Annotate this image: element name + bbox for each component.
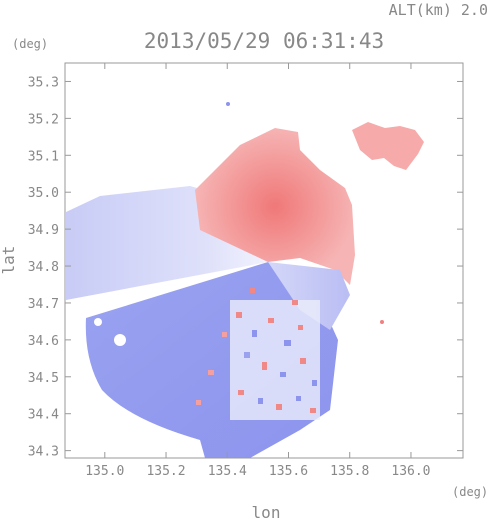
y-tick-label: 34.7 — [28, 297, 59, 312]
east-band — [268, 262, 350, 330]
velocity-field — [66, 102, 424, 458]
gap — [226, 102, 230, 106]
noise-speckles — [196, 288, 320, 420]
y-tick-label: 35.1 — [28, 149, 59, 164]
x-tick-label: 135.2 — [146, 464, 185, 479]
gap — [94, 318, 102, 326]
x-axis: 135.0 135.2 135.4 135.6 135.8 136.0 — [85, 63, 431, 479]
y-tick-label: 35.3 — [28, 75, 59, 90]
northeast-cluster — [352, 122, 424, 170]
plot-frame — [64, 62, 464, 459]
x-tick-label: 135.0 — [85, 464, 124, 479]
y-axis: 34.3 34.4 34.5 34.6 34.7 34.8 34.9 35.0 35.1 35.2… — [28, 75, 463, 460]
gap — [380, 320, 384, 324]
y-tick-label: 34.5 — [28, 371, 59, 386]
y-tick-label: 34.4 — [28, 408, 59, 423]
y-unit: (deg) — [12, 37, 48, 51]
x-unit: (deg) — [452, 485, 488, 499]
y-tick-label: 34.8 — [28, 260, 59, 275]
x-tick-label: 136.0 — [391, 464, 430, 479]
chart-title: 2013/05/29 06:31:43 — [144, 29, 384, 53]
y-tick-label: 34.3 — [28, 445, 59, 460]
x-axis-label: lon — [252, 503, 281, 521]
altitude-label: ALT(km) 2.0 — [389, 1, 488, 19]
y-axis-label: lat — [0, 246, 18, 275]
positive-velocity-region — [195, 128, 355, 285]
gap — [114, 334, 126, 346]
x-tick-label: 135.6 — [269, 464, 308, 479]
y-tick-label: 34.6 — [28, 334, 59, 349]
y-tick-label: 35.2 — [28, 112, 59, 127]
x-tick-label: 135.4 — [208, 464, 247, 479]
x-tick-label: 135.8 — [330, 464, 369, 479]
y-tick-label: 35.0 — [28, 186, 59, 201]
y-tick-label: 34.9 — [28, 223, 59, 238]
